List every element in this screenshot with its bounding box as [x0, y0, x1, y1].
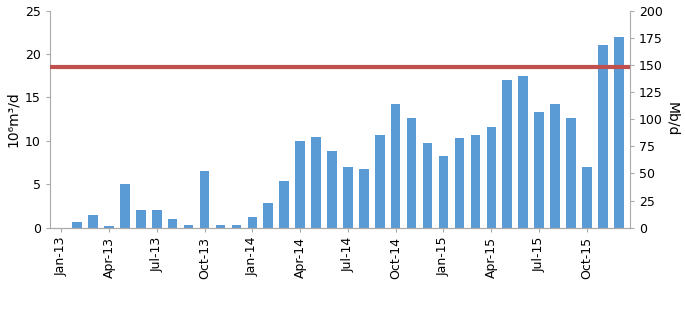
Bar	[455, 138, 464, 228]
Bar	[152, 210, 162, 228]
Bar	[247, 217, 257, 228]
Bar	[407, 118, 416, 228]
Bar	[311, 137, 321, 228]
Bar	[486, 127, 496, 228]
Bar	[423, 143, 432, 228]
Bar	[519, 76, 528, 228]
Bar	[136, 210, 146, 228]
Bar	[566, 118, 575, 228]
Bar	[327, 151, 337, 228]
Y-axis label: 10⁶m³/d: 10⁶m³/d	[5, 91, 20, 147]
Bar	[184, 225, 193, 228]
Bar	[614, 37, 623, 228]
Bar	[168, 219, 177, 228]
Bar	[232, 225, 241, 228]
Bar	[343, 167, 353, 228]
Bar	[534, 112, 544, 228]
Bar	[375, 135, 384, 228]
Bar	[279, 181, 289, 228]
Bar	[598, 45, 608, 228]
Bar	[471, 135, 480, 228]
Bar	[550, 104, 560, 228]
Bar	[73, 222, 82, 228]
Bar	[391, 104, 401, 228]
Bar	[295, 141, 305, 228]
Bar	[88, 215, 98, 228]
Y-axis label: Mb/d: Mb/d	[665, 102, 680, 136]
Bar	[120, 184, 129, 228]
Bar	[216, 225, 225, 228]
Bar	[502, 80, 512, 228]
Bar	[200, 171, 210, 228]
Bar	[264, 203, 273, 228]
Bar	[359, 169, 369, 228]
Bar	[582, 167, 592, 228]
Bar	[438, 156, 448, 228]
Bar	[104, 226, 114, 228]
